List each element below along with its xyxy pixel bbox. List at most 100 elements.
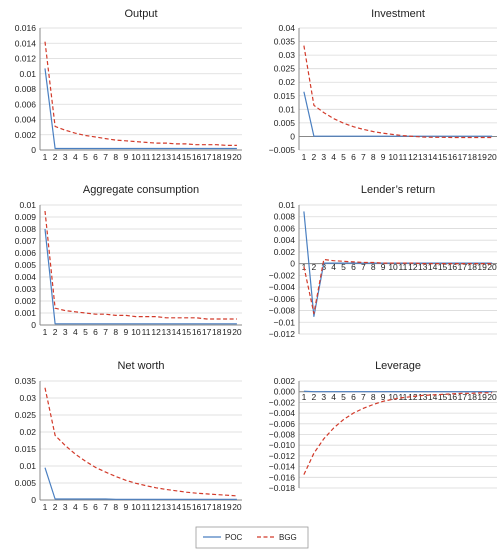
series-line-bgg <box>44 387 237 497</box>
x-tick-label: 19 <box>477 152 487 162</box>
y-tick-label: −0.004 <box>269 408 296 418</box>
y-tick-label: 0.005 <box>274 118 296 128</box>
series-line-poc <box>44 68 237 150</box>
x-tick-label: 13 <box>418 152 428 162</box>
x-tick-label: 3 <box>63 327 68 337</box>
x-tick-label: 9 <box>381 392 386 402</box>
y-tick-label: 0 <box>290 131 295 141</box>
x-tick-label: 13 <box>418 392 428 402</box>
x-tick-label: 12 <box>408 392 418 402</box>
x-tick-label: 17 <box>202 502 212 512</box>
y-tick-label: 0.03 <box>19 393 36 403</box>
x-tick-label: 16 <box>448 392 458 402</box>
x-tick-label: 12 <box>151 502 161 512</box>
y-tick-label: 0.001 <box>15 308 37 318</box>
x-tick-label: 4 <box>73 327 78 337</box>
x-tick-label: 14 <box>428 262 438 272</box>
x-tick-label: 7 <box>103 152 108 162</box>
x-tick-label: 5 <box>83 502 88 512</box>
y-tick-label: 0.025 <box>274 64 296 74</box>
x-tick-label: 16 <box>448 152 458 162</box>
x-tick-label: 3 <box>63 502 68 512</box>
x-tick-label: 12 <box>408 262 418 272</box>
panel-title: Net worth <box>117 360 164 372</box>
y-tick-label: 0.000 <box>274 387 296 397</box>
legend: POC BGG <box>195 526 309 549</box>
x-tick-label: 9 <box>123 327 128 337</box>
x-tick-label: 11 <box>142 152 151 162</box>
y-tick-label: 0.015 <box>274 91 296 101</box>
series-line-bgg <box>303 392 493 475</box>
y-tick-label: 0.01 <box>19 461 36 471</box>
x-tick-label: 6 <box>93 152 98 162</box>
y-tick-label: −0.010 <box>269 440 296 450</box>
y-tick-label: 0.004 <box>15 272 37 282</box>
panel-output: Output 0.016 0.014 0.012 0.01 0.008 0.006 0.004… <box>15 8 242 162</box>
y-tick-label: 0 <box>31 145 36 155</box>
y-tick-label: −0.016 <box>269 472 296 482</box>
x-tick-label: 9 <box>123 502 128 512</box>
y-tick-label: 0.006 <box>15 248 37 258</box>
y-tick-label: 0.04 <box>278 23 295 33</box>
x-tick-label: 18 <box>212 152 222 162</box>
x-tick-label: 11 <box>399 262 408 272</box>
x-tick-label: 3 <box>321 392 326 402</box>
y-tick-label: −0.005 <box>269 145 296 155</box>
x-tick-label: 15 <box>182 327 192 337</box>
x-tick-label: 6 <box>351 152 356 162</box>
y-tick-label: 0.014 <box>15 38 37 48</box>
y-tick-label: 0.006 <box>15 99 37 109</box>
x-tick-label: 10 <box>388 152 398 162</box>
y-tick-label: 0.004 <box>15 115 37 125</box>
y-tick-label: 0.01 <box>19 69 36 79</box>
y-tick-label: 0.009 <box>15 212 37 222</box>
x-tick-label: 8 <box>113 152 118 162</box>
x-tick-label: 13 <box>162 502 172 512</box>
x-tick-label: 6 <box>351 392 356 402</box>
x-tick-label: 14 <box>428 152 438 162</box>
x-tick-label: 2 <box>53 152 58 162</box>
panel-title: Aggregate consumption <box>83 184 199 196</box>
x-tick-label: 3 <box>63 152 68 162</box>
x-tick-label: 2 <box>311 392 316 402</box>
y-tick-label: −0.004 <box>269 282 296 292</box>
legend-label-poc: POC <box>225 533 243 542</box>
x-tick-label: 12 <box>151 327 161 337</box>
x-tick-label: 1 <box>43 327 48 337</box>
y-tick-label: 0.002 <box>15 296 37 306</box>
y-tick-label: 0.003 <box>15 284 37 294</box>
x-tick-label: 5 <box>83 327 88 337</box>
x-tick-label: 11 <box>142 502 151 512</box>
x-tick-label: 18 <box>212 327 222 337</box>
x-tick-label: 4 <box>331 392 336 402</box>
x-tick-label: 5 <box>341 262 346 272</box>
x-tick-label: 5 <box>341 152 346 162</box>
x-tick-label: 20 <box>487 152 497 162</box>
x-tick-label: 14 <box>428 392 438 402</box>
x-tick-label: 8 <box>113 327 118 337</box>
x-tick-label: 18 <box>468 262 478 272</box>
x-tick-label: 2 <box>53 327 58 337</box>
x-tick-label: 18 <box>468 152 478 162</box>
y-tick-label: 0.016 <box>15 23 37 33</box>
x-tick-label: 17 <box>202 152 212 162</box>
y-tick-label: 0.002 <box>274 376 296 386</box>
series-line-poc <box>303 390 493 393</box>
y-tick-label: −0.006 <box>269 294 296 304</box>
x-tick-label: 1 <box>43 502 48 512</box>
x-tick-label: 13 <box>162 152 172 162</box>
x-tick-label: 5 <box>83 152 88 162</box>
y-tick-label: 0.002 <box>274 247 296 257</box>
x-tick-label: 3 <box>321 262 326 272</box>
y-tick-label: 0.03 <box>278 50 295 60</box>
panel-aggregate-consumption: Aggregate consumption 0.01 0.009 0.008 0.007… <box>15 184 242 337</box>
x-tick-label: 10 <box>131 152 141 162</box>
y-tick-label: 0.025 <box>15 410 37 420</box>
x-tick-label: 19 <box>222 152 232 162</box>
y-tick-label: 0.01 <box>19 200 36 210</box>
x-tick-label: 18 <box>468 392 478 402</box>
series-line-bgg <box>44 210 237 320</box>
y-tick-label: 0.006 <box>274 223 296 233</box>
x-tick-label: 2 <box>311 152 316 162</box>
y-tick-label: −0.008 <box>269 430 296 440</box>
